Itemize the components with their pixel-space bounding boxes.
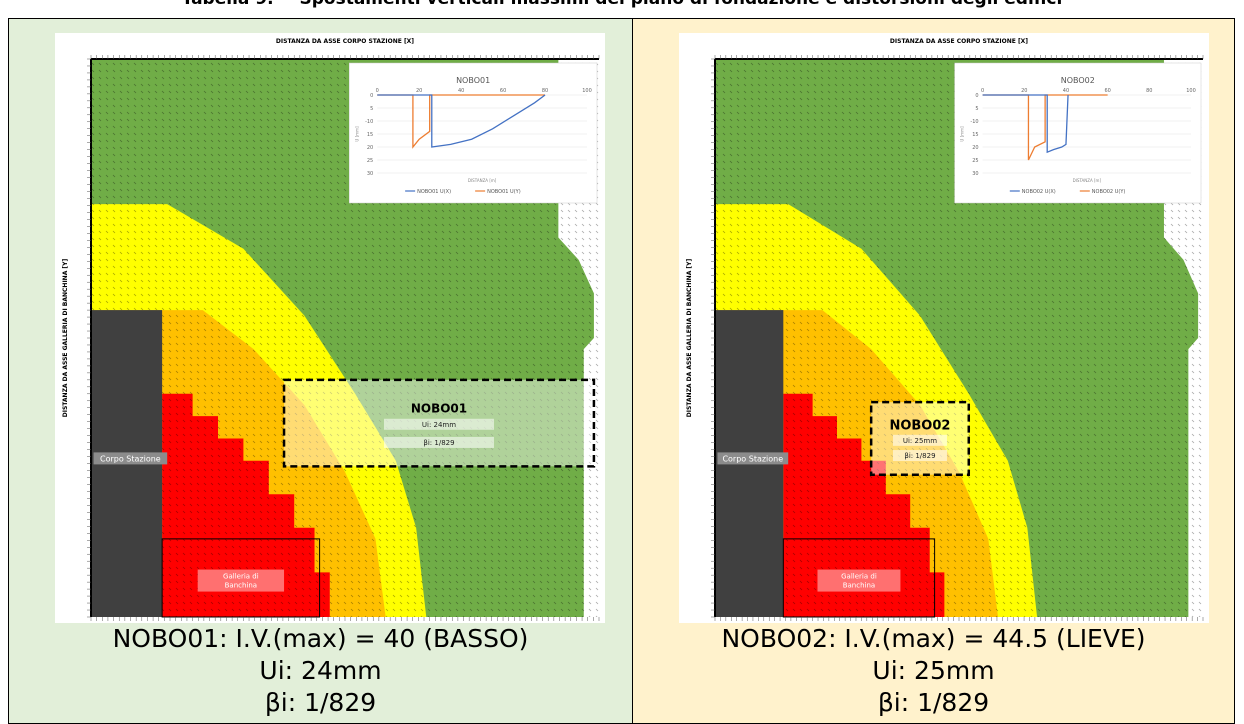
corpo-stazione-label: Corpo Stazione xyxy=(722,454,783,463)
inset-ytick-label: -10 xyxy=(970,119,978,125)
galleria-label-bg xyxy=(197,569,285,592)
inset-legend-uy: NOBO01 U(Y) xyxy=(487,189,521,195)
building-ui-bg xyxy=(383,418,494,430)
galleria-label-line2: Banchina xyxy=(843,582,875,590)
inset-series-ux xyxy=(982,94,1069,154)
inset-ytick-label: 30 xyxy=(367,171,373,177)
table-caption: Tabella 9. Spostamenti verticali massimi… xyxy=(0,0,1244,20)
axis-y-title: DISTANZA DA ASSE GALLERIA DI BANCHINA [Y… xyxy=(62,258,69,417)
corpo-label-bg xyxy=(717,452,789,465)
inset-xlabel: DISTANZA [m] xyxy=(468,178,497,183)
footer-block: NOBO01: I.V.(max) = 40 (BASSO) Ui: 24mm … xyxy=(9,623,632,719)
caption-label: Tabella 9. xyxy=(182,0,274,9)
inset-xlabel: DISTANZA [m] xyxy=(1073,178,1102,183)
axis-y-title: DISTANZA DA ASSE GALLERIA DI BANCHINA [Y… xyxy=(686,258,693,417)
settlement-map-figure: Corpo Stazione Galleria di Banchina NOBO02 U… xyxy=(679,33,1209,623)
inset-ytick-label: 15 xyxy=(972,132,978,138)
building-ui: Ui: 24mm xyxy=(422,421,456,429)
inset-chart: NOBO01 0 5 -10 15 20 25 30 0 20 40 60 80 100 DISTANZA … xyxy=(349,62,598,204)
inset-ytick-label: 30 xyxy=(972,171,978,177)
inset-xtick-label: 80 xyxy=(1146,88,1152,94)
inset-chart: NOBO02 0 5 -10 15 20 25 30 0 20 40 60 80 100 DISTANZA … xyxy=(954,62,1202,204)
inset-ytick-label: 5 xyxy=(975,106,978,112)
galleria-label-bg xyxy=(817,569,901,592)
inset-xtick-label: 80 xyxy=(542,88,548,94)
footer-iv-line: NOBO01: I.V.(max) = 40 (BASSO) xyxy=(112,624,529,653)
inset-xtick-label: 60 xyxy=(500,88,506,94)
axis-x-title: DISTANZA DA ASSE CORPO STAZIONE [X] xyxy=(276,38,414,45)
inset-xtick-label: 20 xyxy=(416,88,422,94)
inset-background xyxy=(349,62,598,204)
inset-ytick-label: -10 xyxy=(365,119,373,125)
inset-ytick-label: 5 xyxy=(370,106,373,112)
footer-iv-line: NOBO02: I.V.(max) = 44.5 (LIEVE) xyxy=(721,624,1146,653)
settlement-map-figure: Corpo Stazione Galleria di Banchina NOBO01 U… xyxy=(55,33,605,623)
building-ui-bg xyxy=(892,434,947,446)
inset-ytick-label: 25 xyxy=(972,158,978,164)
building-bi-bg xyxy=(383,436,494,448)
corpo-label-bg xyxy=(93,452,168,465)
inset-title: NOBO02 xyxy=(1061,76,1095,85)
inset-ytick-label: 0 xyxy=(975,93,978,99)
footer-block: NOBO02: I.V.(max) = 44.5 (LIEVE) Ui: 25m… xyxy=(633,623,1234,719)
inset-xtick-label: 100 xyxy=(1186,88,1196,94)
building-bi: βi: 1/829 xyxy=(423,439,454,447)
inset-ytick-label: 20 xyxy=(367,145,373,151)
inset-xtick-label: 0 xyxy=(981,88,984,94)
galleria-label-line2: Banchina xyxy=(225,582,257,590)
inset-legend-ux: NOBO01 U(X) xyxy=(417,189,451,195)
galleria-label-line1: Galleria di xyxy=(223,573,259,581)
inset-ytick-label: 0 xyxy=(370,93,373,99)
inset-ylabel: U [mm] xyxy=(960,126,965,142)
axis-x-title: DISTANZA DA ASSE CORPO STAZIONE [X] xyxy=(890,38,1028,45)
inset-xtick-label: 40 xyxy=(458,88,464,94)
inset-xtick-label: 0 xyxy=(376,88,379,94)
corpo-stazione-label-group: Corpo Stazione xyxy=(717,452,789,465)
footer-bi-line: βi: 1/829 xyxy=(264,688,377,717)
inset-series-ux xyxy=(377,94,546,148)
galleria-outline xyxy=(161,538,321,618)
inset-ytick-label: 25 xyxy=(367,158,373,164)
building-bi: βi: 1/829 xyxy=(904,452,935,460)
inset-xtick-label: 20 xyxy=(1021,88,1027,94)
inset-xtick-label: 40 xyxy=(1063,88,1069,94)
caption-text: Spostamenti verticali massimi del piano … xyxy=(300,0,1063,9)
inset-xtick-label: 100 xyxy=(582,88,592,94)
table-cell-nobo02: Corpo Stazione Galleria di Banchina NOBO02 U… xyxy=(633,18,1235,724)
inset-legend-ux: NOBO02 U(X) xyxy=(1022,189,1056,195)
footer-ui-line: Ui: 25mm xyxy=(872,656,995,685)
inset-ytick-label: 20 xyxy=(972,145,978,151)
galleria-outline xyxy=(782,538,936,618)
corpo-stazione-label-group: Corpo Stazione xyxy=(93,452,168,465)
building-bi-bg xyxy=(892,450,947,462)
inset-title: NOBO01 xyxy=(456,76,490,85)
inset-ytick-label: 15 xyxy=(367,132,373,138)
galleria-label-line1: Galleria di xyxy=(841,573,877,581)
building-name: NOBO02 xyxy=(889,419,950,434)
inset-legend-uy: NOBO02 U(Y) xyxy=(1092,189,1126,195)
inset-xtick-label: 60 xyxy=(1104,88,1110,94)
inset-ylabel: U [mm] xyxy=(354,126,359,142)
footer-ui-line: Ui: 24mm xyxy=(259,656,382,685)
building-ui: Ui: 25mm xyxy=(903,437,937,445)
footer-bi-line: βi: 1/829 xyxy=(877,688,990,717)
building-name: NOBO01 xyxy=(411,402,467,416)
table-cell-nobo01: Corpo Stazione Galleria di Banchina NOBO01 U… xyxy=(8,18,633,724)
inset-background xyxy=(954,62,1202,204)
corpo-stazione-label: Corpo Stazione xyxy=(100,454,161,463)
